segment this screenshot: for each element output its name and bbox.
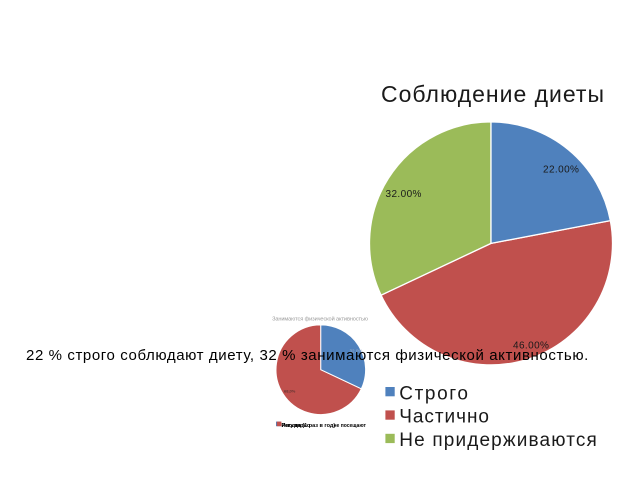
svg-text:Иногда (1 раз в год): Иногда (1 раз в год) [282, 423, 336, 429]
svg-text:22.00%: 22.00% [543, 165, 579, 176]
svg-text:Строго: Строго [399, 383, 469, 404]
svg-text:68,0%: 68,0% [284, 389, 296, 394]
svg-text:32.00%: 32.00% [386, 189, 422, 200]
svg-text:Регулярно: Регулярно [282, 423, 311, 429]
svg-text:22 % строго соблюдают диету, 3: 22 % строго соблюдают диету, 32 % занима… [26, 347, 589, 364]
svg-text:Занимаются физической активнос: Занимаются физической активностью [272, 315, 368, 322]
svg-text:32,0%: 32,0% [350, 348, 363, 353]
svg-text:не посещают: не посещают [334, 423, 367, 429]
svg-text:46.00%: 46.00% [513, 341, 549, 352]
svg-text:Частично: Частично [399, 407, 490, 428]
svg-text:Соблюдение диеты: Соблюдение диеты [381, 81, 605, 107]
svg-text:Не придерживаются: Не придерживаются [399, 430, 598, 451]
